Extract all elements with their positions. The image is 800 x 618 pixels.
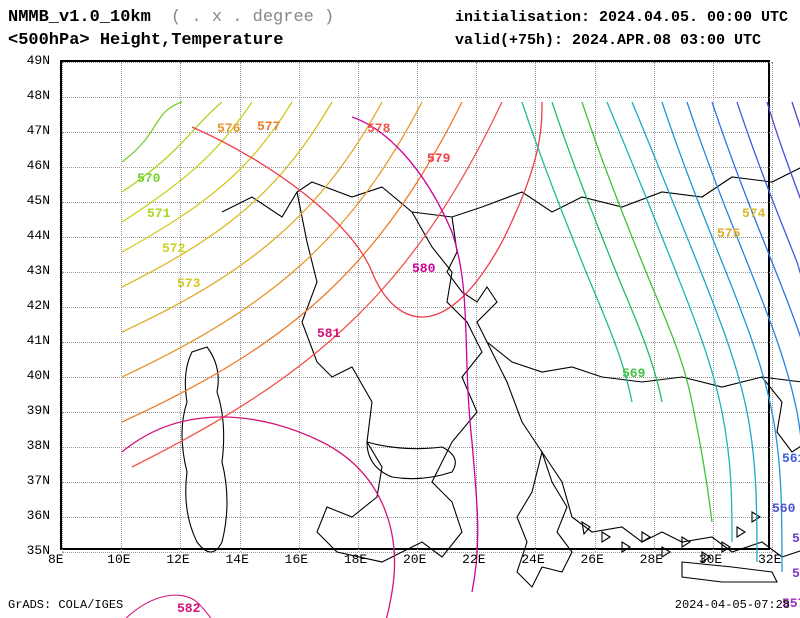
- contour-label-572: 572: [162, 241, 186, 256]
- xtick-label-18E: 18E: [344, 552, 367, 567]
- xtick-label-24E: 24E: [521, 552, 544, 567]
- contour-label-577: 577: [257, 119, 280, 134]
- ytick-label-38N: 38N: [14, 438, 50, 453]
- contour-570: [122, 102, 182, 162]
- contour-label-558: 558: [792, 566, 800, 581]
- xtick-label-14E: 14E: [226, 552, 249, 567]
- contour-565: [632, 102, 757, 562]
- contour-label-580: 580: [412, 261, 436, 276]
- contour-label-573: 573: [177, 276, 201, 291]
- footer-timestamp: 2024-04-05-07:28: [675, 598, 790, 612]
- contour-lines-group: [122, 102, 800, 618]
- contour-label-570: 570: [137, 171, 161, 186]
- ytick-label-47N: 47N: [14, 123, 50, 138]
- contour-label-582: 582: [177, 601, 201, 616]
- ytick-label-40N: 40N: [14, 368, 50, 383]
- ytick-label-36N: 36N: [14, 508, 50, 523]
- xtick-label-16E: 16E: [285, 552, 308, 567]
- contour-568: [552, 102, 662, 402]
- contour-label-569: 569: [622, 366, 646, 381]
- ytick-label-48N: 48N: [14, 88, 50, 103]
- header-left-block: NMMB_v1.0_10km ( . x . degree ) <500hPa>…: [8, 6, 334, 52]
- contour-label-576: 576: [217, 121, 241, 136]
- ytick-label-35N: 35N: [14, 543, 50, 558]
- ytick-label-49N: 49N: [14, 53, 50, 68]
- ytick-label-44N: 44N: [14, 228, 50, 243]
- field-title: <500hPa> Height,Temperature: [8, 29, 334, 52]
- gridline-horizontal-48: [62, 97, 772, 98]
- xtick-label-32E: 32E: [758, 552, 781, 567]
- contour-564: [662, 102, 782, 572]
- ytick-label-46N: 46N: [14, 158, 50, 173]
- xtick-label-26E: 26E: [581, 552, 604, 567]
- ytick-label-41N: 41N: [14, 333, 50, 348]
- map-plot-area[interactable]: 582 581 580 579 578 577 576 575 574 573 572 571 570 5…: [60, 60, 770, 550]
- model-title: NMMB_v1.0_10km: [8, 6, 151, 29]
- contour-label-579: 579: [427, 151, 451, 166]
- footer-source: GrADS: COLA/IGES: [8, 598, 123, 612]
- contour-569: [582, 102, 712, 522]
- contour-577: [122, 102, 462, 422]
- contour-581: [122, 417, 394, 618]
- degree-note: ( . x . degree ): [171, 8, 334, 27]
- header-right-block: initialisation: 2024.04.05. 00:00 UTC va…: [455, 6, 788, 52]
- contour-562: [712, 102, 800, 592]
- contour-label-578: 578: [367, 121, 391, 136]
- gridline-horizontal-49: [62, 62, 772, 63]
- weather-map-root: NMMB_v1.0_10km ( . x . degree ) <500hPa>…: [0, 0, 800, 618]
- contour-566: [607, 102, 732, 542]
- ytick-label-45N: 45N: [14, 193, 50, 208]
- xtick-label-10E: 10E: [107, 552, 130, 567]
- ytick-label-42N: 42N: [14, 298, 50, 313]
- contour-label-574: 574: [742, 206, 766, 221]
- contour-572: [122, 102, 252, 222]
- contour-580: [352, 117, 478, 592]
- contour-559: [792, 102, 800, 232]
- ytick-label-37N: 37N: [14, 473, 50, 488]
- contour-561: [737, 102, 800, 397]
- contour-560: [767, 102, 800, 322]
- contour-label-571: 571: [147, 206, 171, 221]
- contour-label-559: 559: [792, 531, 800, 546]
- xtick-label-30E: 30E: [699, 552, 722, 567]
- contour-label-581: 581: [317, 326, 341, 341]
- contour-label-561: 561: [782, 451, 800, 466]
- valid-label: valid(+75h): 2024.APR.08 03:00 UTC: [455, 29, 788, 52]
- init-label: initialisation: 2024.04.05. 00:00 UTC: [455, 6, 788, 29]
- xtick-label-12E: 12E: [166, 552, 189, 567]
- ytick-label-39N: 39N: [14, 403, 50, 418]
- contour-582: [122, 595, 218, 618]
- ytick-label-43N: 43N: [14, 263, 50, 278]
- contour-label-560: 560: [772, 501, 796, 516]
- xtick-label-20E: 20E: [403, 552, 426, 567]
- xtick-label-28E: 28E: [640, 552, 663, 567]
- xtick-label-22E: 22E: [462, 552, 485, 567]
- contour-label-575: 575: [717, 226, 741, 241]
- xtick-label-8E: 8E: [48, 552, 64, 567]
